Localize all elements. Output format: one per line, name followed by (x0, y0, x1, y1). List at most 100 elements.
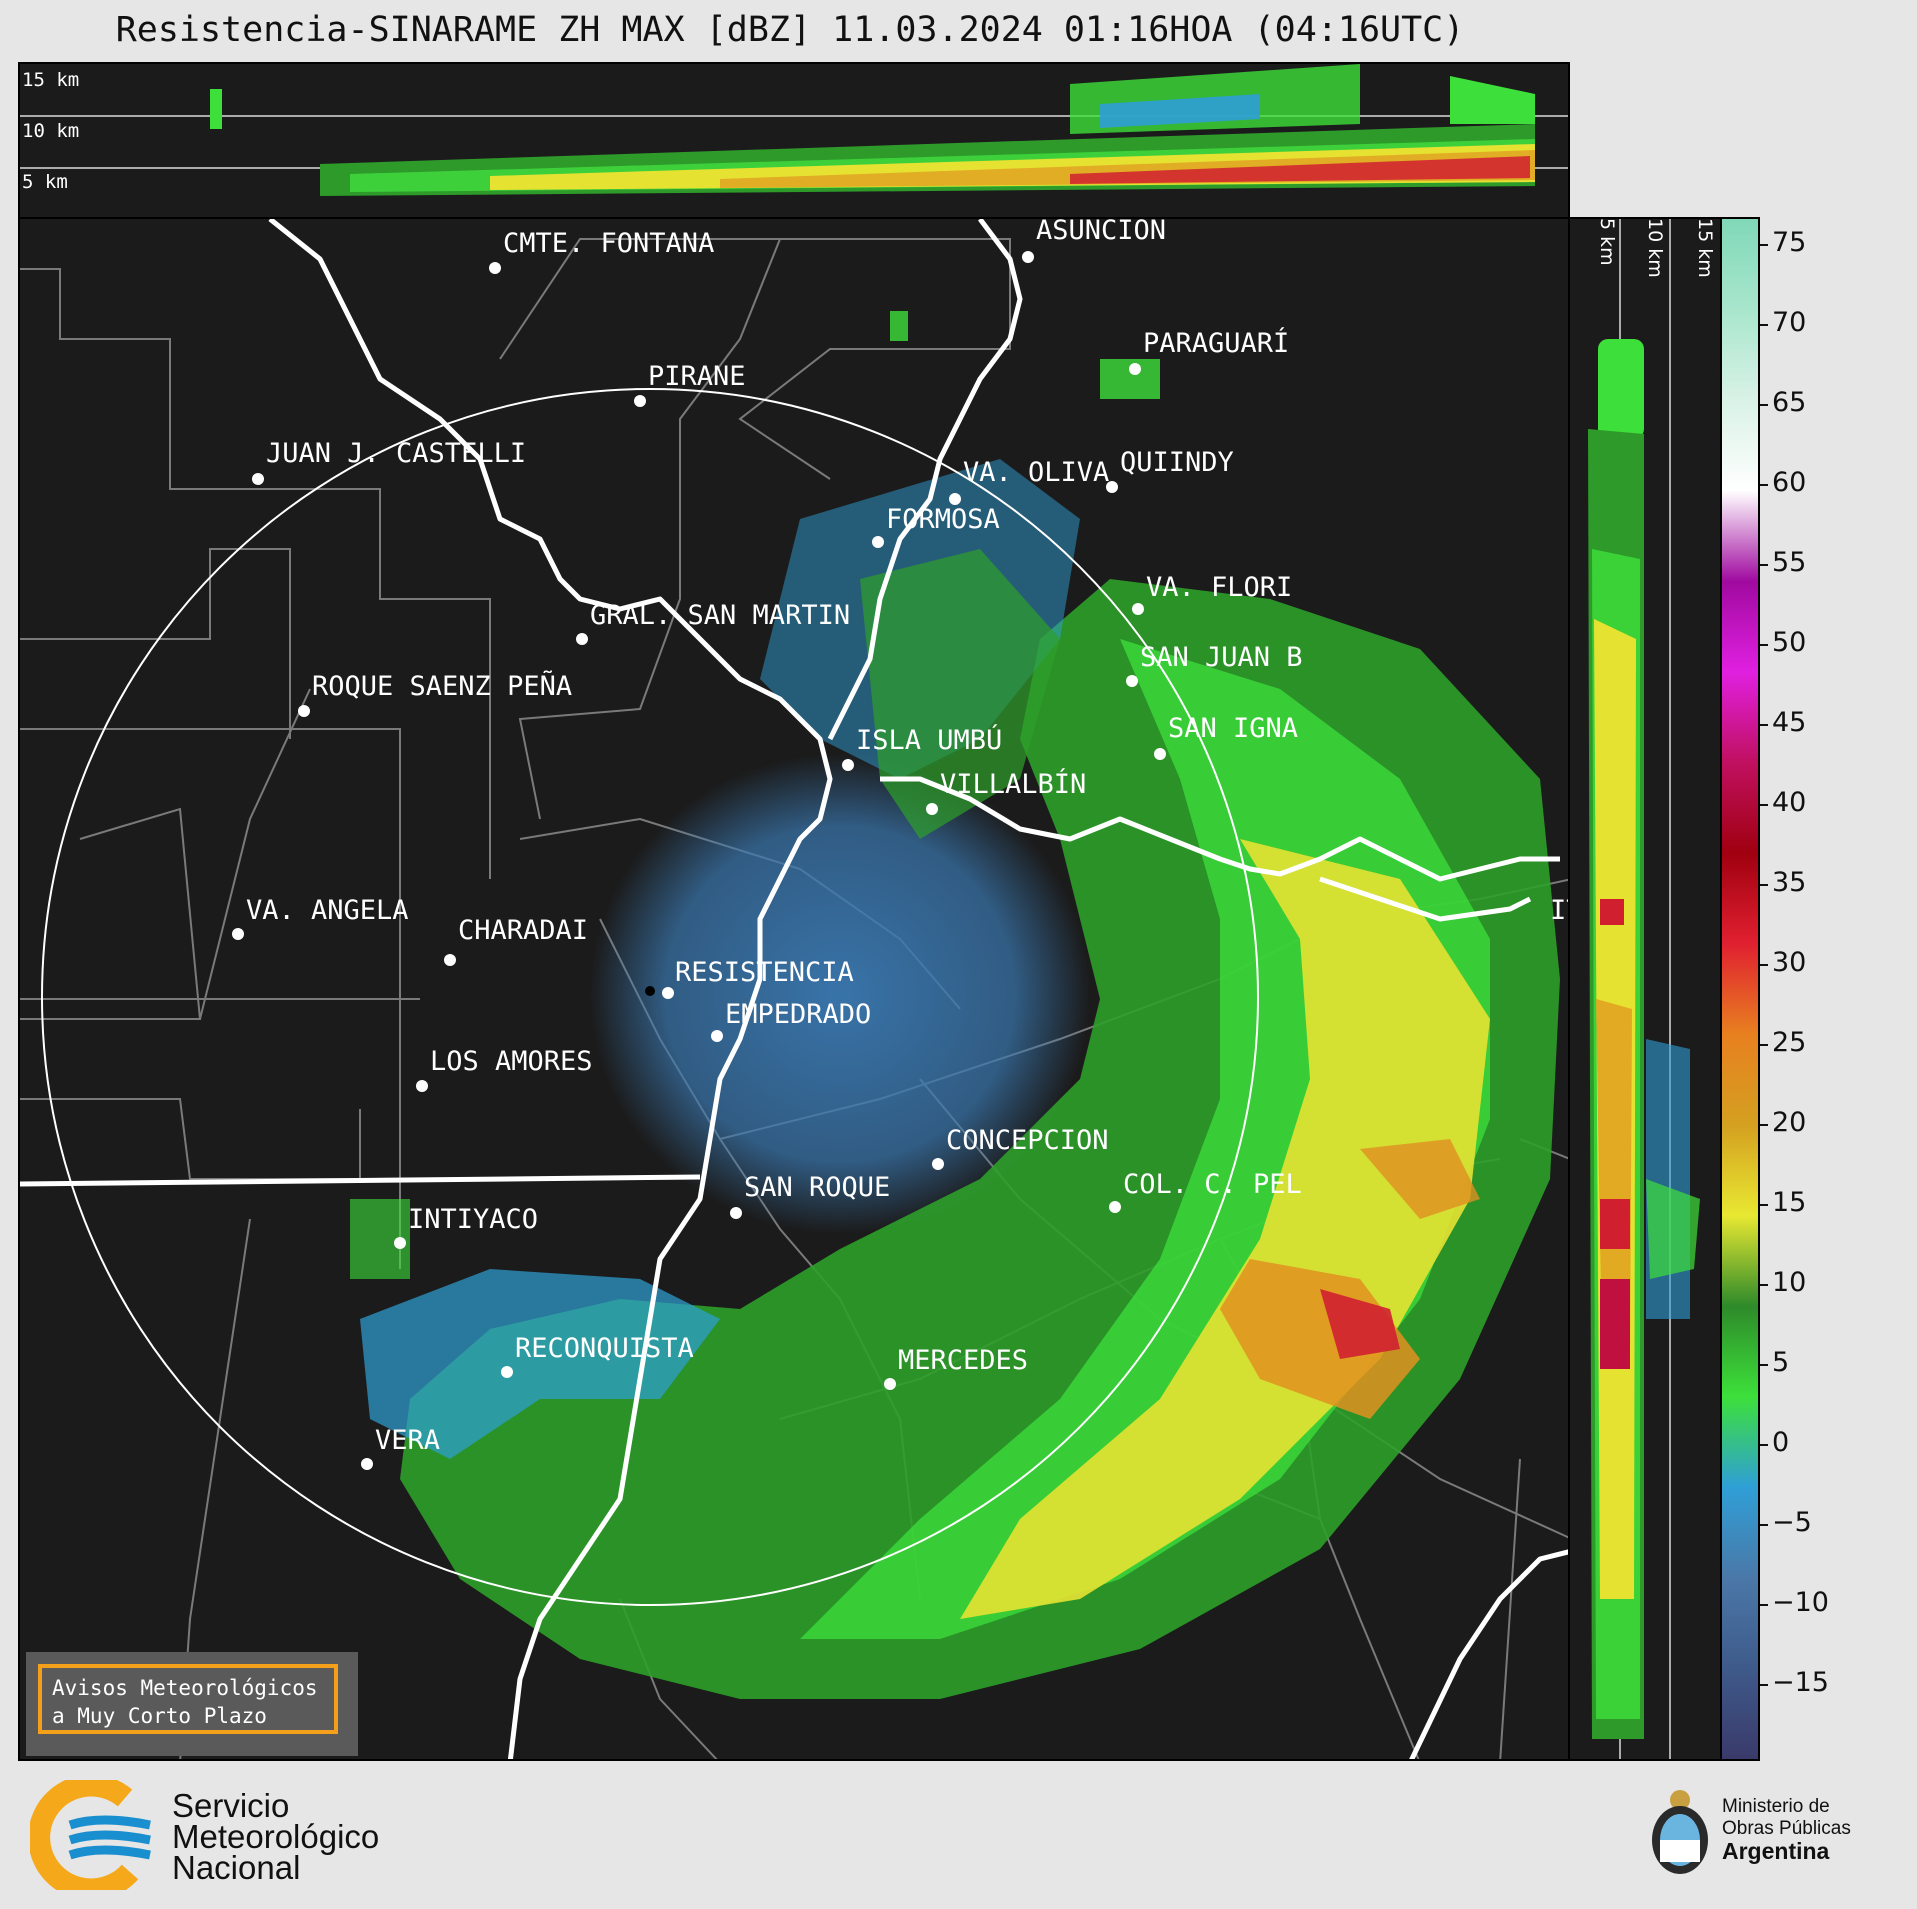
city-label-paraguari: PARAGUARÍ (1143, 327, 1289, 359)
side-height-label-15: 15 km (1694, 218, 1716, 278)
colorbar-tick-label: 30 (1772, 947, 1807, 978)
colorbar-tick-mark (1760, 484, 1768, 486)
rivers (20, 219, 1568, 1759)
colorbar-tick-label: 60 (1772, 467, 1807, 498)
city-label-san-juan-b: SAN JUAN B (1140, 642, 1303, 673)
city-marker-san-igna (1154, 748, 1166, 760)
top-cross-section-panel: 15 km 10 km 5 km (18, 62, 1570, 219)
colorbar-tick-label: 55 (1772, 547, 1807, 578)
colorbar-tick-mark (1760, 804, 1768, 806)
notice-frame[interactable]: Avisos Meteorológicos a Muy Corto Plazo (38, 1664, 338, 1734)
colorbar-tick-mark (1760, 1044, 1768, 1046)
city-marker-pirane (634, 395, 646, 407)
city-marker-va-angela (232, 928, 244, 940)
city-label-roque-saenz-pena: ROQUE SAENZ PEÑA (312, 670, 572, 702)
radar-site (645, 986, 655, 996)
colorbar-tick-label: 5 (1772, 1347, 1790, 1378)
city-label-concepcion: CONCEPCION (946, 1125, 1109, 1156)
colorbar-tick-label: −15 (1772, 1667, 1829, 1698)
city-marker-va-flori (1132, 603, 1144, 615)
colorbar-tick-label: −10 (1772, 1587, 1829, 1618)
radar-map-panel: CMTE. FONTANA ASUNCIÓN PIRANE PARAGUARÍ … (18, 217, 1570, 1761)
chart-title: Resistencia-SINARAME ZH MAX [dBZ] 11.03.… (115, 10, 1465, 50)
city-label-quiindy: QUIINDY (1120, 447, 1234, 478)
colorbar-tick-mark (1760, 1364, 1768, 1366)
top-height-label-5: 5 km (22, 171, 68, 193)
colorbar-tick-label: −5 (1772, 1507, 1812, 1538)
notice-line-2: a Muy Corto Plazo (52, 1704, 267, 1728)
top-height-label-15: 15 km (22, 69, 79, 91)
colorbar-tick-mark (1760, 324, 1768, 326)
colorbar-tick-mark (1760, 884, 1768, 886)
ministry-logo-text: Ministerio de Obras Públicas Argentina (1722, 1796, 1851, 1864)
city-label-isla-umbu: ISLA UMBÚ (856, 724, 1002, 756)
colorbar-tick-label: 65 (1772, 387, 1807, 418)
notice-box[interactable]: Avisos Meteorológicos a Muy Corto Plazo (26, 1652, 358, 1756)
notice-line-1: Avisos Meteorológicos (52, 1676, 318, 1700)
side-height-label-10: 10 km (1644, 218, 1666, 278)
city-marker-los-amores (416, 1080, 428, 1092)
smn-logo-icon (30, 1780, 151, 1890)
city-marker-col-c-pel (1109, 1201, 1121, 1213)
colorbar-tick-label: 45 (1772, 707, 1807, 738)
city-marker-gral-san-martin (576, 633, 588, 645)
city-label-it: IT (1550, 895, 1570, 926)
city-label-charadai: CHARADAI (458, 915, 588, 946)
colorbar-tick-label: 10 (1772, 1267, 1807, 1298)
city-marker-isla-umbu (842, 759, 854, 771)
city-label-los-amores: LOS AMORES (430, 1046, 593, 1077)
colorbar-tick-label: 75 (1772, 227, 1807, 258)
city-label-juan-j-castelli: JUAN J. CASTELLI (266, 438, 526, 469)
city-label-va-oliva: VA. OLIVA (963, 457, 1109, 488)
colorbar (1720, 217, 1760, 1761)
city-label-gral-san-martin: GRAL. SAN MARTIN (590, 600, 850, 631)
city-marker-juan-j-castelli (252, 473, 264, 485)
colorbar-tick-mark (1760, 1684, 1768, 1686)
city-marker-quiindy (1106, 481, 1118, 493)
side-cross-section-panel (1568, 217, 1722, 1761)
city-marker-reconquista (501, 1366, 513, 1378)
city-marker-san-juan-b (1126, 675, 1138, 687)
colorbar-tick-label: 15 (1772, 1187, 1807, 1218)
city-label-vera: VERA (375, 1425, 440, 1456)
city-marker-formosa (872, 536, 884, 548)
smn-line-3: Nacional (172, 1849, 301, 1886)
city-label-resistencia: RESISTENCIA (675, 957, 854, 988)
city-marker-vera (361, 1458, 373, 1470)
colorbar-tick-mark (1760, 724, 1768, 726)
city-label-reconquista: RECONQUISTA (515, 1333, 694, 1364)
radar-map: CMTE. FONTANA ASUNCIÓN PIRANE PARAGUARÍ … (20, 219, 1570, 1759)
colorbar-tick-mark (1760, 1204, 1768, 1206)
ministry-line-2: Obras Públicas (1722, 1818, 1851, 1839)
smn-line-1: Servicio (172, 1787, 290, 1824)
city-label-asuncion: ASUNCIÓN (1036, 219, 1166, 246)
top-cross-section: 15 km 10 km 5 km (20, 64, 1568, 196)
city-marker-roque-saenz-pena (298, 705, 310, 717)
city-label-col-c-pel: COL. C. PEL (1123, 1169, 1302, 1200)
city-marker-intiyaco (394, 1237, 406, 1249)
colorbar-tick-label: 70 (1772, 307, 1807, 338)
colorbar-tick-mark (1760, 404, 1768, 406)
city-label-va-flori: VA. FLORI (1146, 572, 1292, 603)
echo-cell (210, 89, 222, 129)
city-label-pirane: PIRANE (648, 361, 746, 392)
city-marker-villalbin (926, 803, 938, 815)
city-marker-charadai (444, 954, 456, 966)
argentina-coat-of-arms-icon (1652, 1790, 1708, 1874)
side-height-label-5: 5 km (1596, 218, 1618, 266)
colorbar-tick-label: 35 (1772, 867, 1807, 898)
city-marker-va-oliva (949, 493, 961, 505)
colorbar-tick-label: 25 (1772, 1027, 1807, 1058)
colorbar-tick-mark (1760, 564, 1768, 566)
city-label-formosa: FORMOSA (886, 504, 1000, 535)
smn-logo-text: Servicio Meteorológico Nacional (172, 1787, 379, 1886)
city-label-san-igna: SAN IGNA (1168, 713, 1298, 744)
city-marker-asuncion (1022, 251, 1034, 263)
city-marker-paraguari (1129, 363, 1141, 375)
colorbar-tick-mark (1760, 1524, 1768, 1526)
city-label-mercedes: MERCEDES (898, 1345, 1028, 1376)
ministry-line-3: Argentina (1722, 1838, 1830, 1864)
colorbar-tick-label: 0 (1772, 1427, 1790, 1458)
city-label-villalbin: VILLALBÍN (940, 768, 1086, 800)
side-cross-section (1588, 219, 1700, 1759)
